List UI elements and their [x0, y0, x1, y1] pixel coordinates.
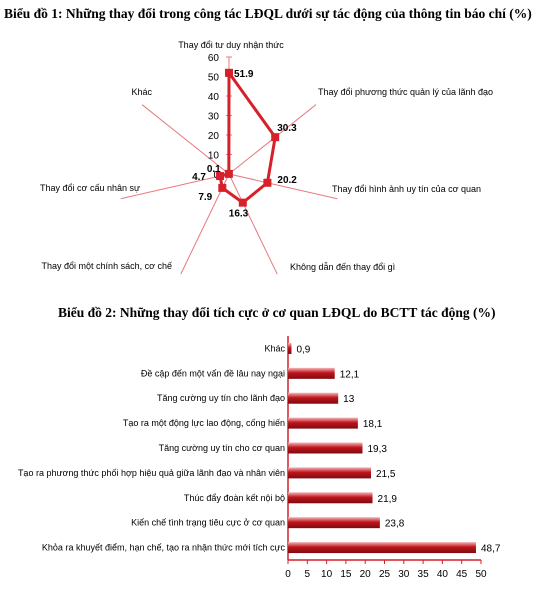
radar-tick-label: 60 [208, 53, 220, 64]
radar-value-label: 20.2 [277, 175, 297, 186]
bar-value-label: 23,8 [385, 519, 405, 530]
bar-value-label: 19,3 [367, 444, 387, 455]
bar [288, 517, 380, 529]
radar-category-label: Thay đổi phương thức quản lý của lãnh đạ… [318, 87, 493, 97]
radar-category-label: Thay đổi hình ảnh uy tín của cơ quan [332, 184, 481, 194]
bar-value-label: 18,1 [363, 419, 383, 430]
bar-value-label: 21,5 [376, 469, 396, 480]
bar [288, 492, 373, 504]
radar-value-label: 30.3 [277, 123, 297, 134]
chart-1-title: Biểu đồ 1: Những thay đổi trong công tác… [4, 6, 532, 21]
radar-tick-label: 30 [208, 112, 220, 123]
radar-tick-label: 10 [208, 151, 220, 162]
bar-category-label: Khác [264, 343, 285, 353]
bar-value-label: 13 [343, 394, 355, 405]
bar-x-tick-label: 10 [321, 569, 333, 580]
bar-value-label: 21,9 [378, 494, 398, 505]
radar-value-label: 16.3 [229, 209, 249, 220]
bar-x-tick-label: 20 [360, 569, 372, 580]
bar-category-label: Tăng cường uy tín cho cơ quan [159, 443, 285, 453]
radar-tick-label: 20 [208, 131, 220, 142]
radar-value-label: 4.7 [192, 172, 206, 183]
bar-x-tick-label: 5 [305, 569, 311, 580]
bar-x-tick-label: 40 [437, 569, 449, 580]
radar-data-point [218, 183, 227, 192]
bar-category-label: Khỏa ra khuyết điểm, hạn chế, tạo ra nhậ… [42, 543, 286, 553]
bar [288, 467, 371, 479]
bar-value-label: 0,9 [296, 344, 310, 355]
bar-category-label: Tăng cường uy tín cho lãnh đạo [157, 393, 285, 403]
bar-x-tick-label: 35 [418, 569, 430, 580]
bar [288, 542, 476, 554]
bar [288, 392, 339, 404]
radar-data-point [216, 172, 225, 181]
bar-category-label: Kiến chế tình trạng tiêu cực ở cơ quan [131, 518, 285, 528]
bar-x-tick-label: 30 [398, 569, 410, 580]
bar [288, 367, 335, 379]
bar-category-label: Đề cập đến một vấn đề lâu nay ngại [141, 368, 285, 378]
radar-category-label: Khác [131, 87, 152, 97]
radar-category-label: Thay đổi tư duy nhận thức [178, 40, 284, 50]
radar-category-label: Thay đổi một chính sách, cơ chế [42, 261, 172, 271]
bar-value-label: 48,7 [481, 544, 501, 555]
bar-x-tick-label: 0 [285, 569, 291, 580]
radar-data-point [263, 178, 272, 187]
radar-spoke [228, 173, 278, 275]
bar-category-label: Thúc đẩy đoàn kết nội bộ [184, 493, 285, 503]
radar-spoke [120, 173, 230, 200]
bar-value-label: 12,1 [340, 369, 360, 380]
bar [288, 342, 292, 354]
radar-tick-label: 50 [208, 73, 220, 84]
bar-category-label: Tạo ra một động lực lao động, cống hiến [123, 418, 285, 428]
bar-x-tick-label: 25 [379, 569, 391, 580]
bar-category-label: Tạo ra phương thức phối hợp hiệu quả giữ… [18, 468, 285, 478]
radar-category-label: Thay đổi cơ cấu nhân sự [40, 183, 140, 193]
bar-x-tick-label: 45 [456, 569, 468, 580]
radar-value-label: 0.1 [207, 164, 221, 175]
radar-value-label: 51.9 [234, 69, 254, 80]
radar-data-point [224, 169, 233, 178]
radar-spoke [141, 104, 230, 175]
radar-value-label: 7.9 [198, 192, 212, 203]
radar-chart: 0102030405060 51.930.320.216.37.94.70.1T… [40, 40, 493, 275]
radar-data-point [271, 133, 280, 142]
radar-data-point [238, 198, 247, 207]
bar-x-tick-label: 50 [475, 569, 487, 580]
bar [288, 417, 358, 429]
radar-spoke [228, 173, 338, 200]
radar-category-label: Không dẫn đến thay đổi gì [290, 262, 395, 272]
radar-data-point [225, 68, 233, 77]
radar-tick-label: 40 [208, 92, 220, 103]
bar-x-tick-label: 15 [340, 569, 352, 580]
bar [288, 442, 363, 454]
chart-2-title: Biểu đồ 2: Những thay đổi tích cực ở cơ … [58, 305, 496, 320]
